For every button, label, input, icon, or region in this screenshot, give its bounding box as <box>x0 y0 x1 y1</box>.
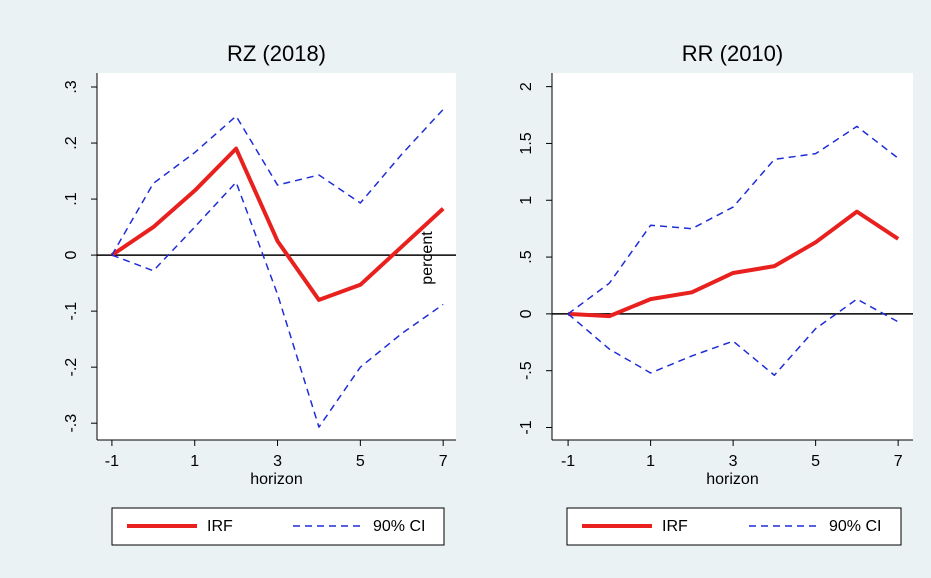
x-tick-label: 1 <box>646 453 655 470</box>
y-tick-label: 1.5 <box>518 132 535 154</box>
x-tick-label: 3 <box>273 453 282 470</box>
x-axis-label: horizon <box>250 471 302 488</box>
series-line <box>110 146 445 302</box>
chart-title: RR (2010) <box>682 41 783 66</box>
x-tick-label: -1 <box>561 453 575 470</box>
legend-label: 90% CI <box>373 518 425 535</box>
series-line <box>567 125 899 315</box>
y-tick-label: -.3 <box>63 414 80 433</box>
y-tick-label: .1 <box>63 192 80 205</box>
legend-label: IRF <box>662 518 688 535</box>
y-tick-label: -.5 <box>518 361 535 380</box>
series-line <box>567 298 899 376</box>
y-tick-label: -.1 <box>63 302 80 321</box>
y-tick-label: 1 <box>518 196 535 205</box>
series-line <box>567 209 900 319</box>
y-tick-label: -1 <box>518 420 535 434</box>
x-axis-label: horizon <box>706 471 758 488</box>
chart-title: RZ (2018) <box>227 41 326 66</box>
series-line <box>111 108 444 256</box>
y-tick-label: 0 <box>63 251 80 260</box>
plot-area <box>97 73 456 440</box>
y-tick-label: 0 <box>518 309 535 318</box>
x-tick-label: 7 <box>439 453 448 470</box>
x-tick-label: 7 <box>894 453 903 470</box>
x-tick-label: 1 <box>190 453 199 470</box>
x-tick-label: 5 <box>811 453 820 470</box>
legend-label: IRF <box>207 518 233 535</box>
plot-area <box>552 73 913 440</box>
y-tick-label: .3 <box>63 80 80 93</box>
y-tick-label: -.2 <box>63 358 80 377</box>
y-axis-label: percent <box>419 231 436 285</box>
y-tick-label: .5 <box>518 250 535 263</box>
x-tick-label: 3 <box>729 453 738 470</box>
y-tick-label: .2 <box>63 136 80 149</box>
y-tick-label: 2 <box>518 82 535 91</box>
x-tick-label: 5 <box>356 453 365 470</box>
series-line <box>111 181 444 428</box>
x-tick-label: -1 <box>105 453 119 470</box>
legend-label: 90% CI <box>829 518 881 535</box>
